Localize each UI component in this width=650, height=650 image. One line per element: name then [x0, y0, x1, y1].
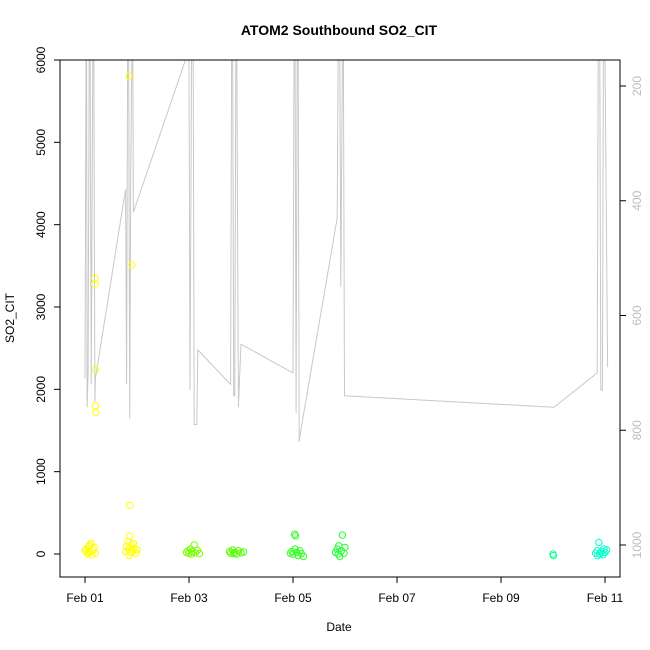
point-s3-2 — [229, 546, 237, 554]
point-s0-16 — [92, 408, 100, 417]
y-right-tick-label-2: 600 — [630, 305, 644, 325]
point-s7-2 — [595, 538, 603, 547]
point-s1-9 — [132, 549, 140, 557]
point-s1-14 — [128, 261, 136, 269]
y-axis-label: SO2_CIT — [3, 292, 17, 343]
point-s2-5 — [190, 541, 198, 549]
point-s1-13 — [125, 72, 133, 81]
point-s4-9 — [299, 552, 308, 561]
point-s1-10 — [133, 546, 141, 554]
plot-frame — [59, 59, 621, 578]
point-s7-4 — [597, 547, 606, 556]
chart-title: ATOM2 Southbound SO2_CIT — [241, 22, 438, 38]
point-s1-15 — [126, 501, 134, 510]
y-right-tick-label-1: 400 — [630, 190, 644, 210]
y-axis-right: 200 400 600 800 1000 — [620, 76, 644, 558]
point-s7-9 — [600, 545, 608, 553]
point-s5-5 — [338, 531, 347, 539]
point-s7-5 — [599, 551, 607, 559]
point-s1-12 — [129, 539, 138, 547]
x-tick-label-2: Feb 05 — [274, 591, 312, 605]
altitude-layer — [84, 60, 609, 442]
y-tick-label-0: 0 — [34, 550, 48, 557]
x-tick-label-5: Feb 11 — [587, 591, 624, 605]
altitude-line — [84, 60, 609, 442]
point-s2-8 — [195, 549, 204, 558]
y-tick-label-5: 5000 — [34, 129, 48, 156]
point-s4-4 — [291, 532, 300, 540]
point-s1-11 — [125, 551, 133, 560]
x-tick-label-1: Feb 03 — [170, 591, 208, 605]
point-s4-3 — [290, 530, 299, 538]
point-s0-14 — [91, 365, 100, 374]
point-s0-12 — [91, 274, 99, 282]
point-s3-8 — [230, 549, 238, 558]
y-tick-label-4: 4000 — [34, 211, 48, 238]
x-tick-label-3: Feb 07 — [378, 591, 416, 605]
y-tick-label-2: 2000 — [34, 376, 48, 403]
x-axis-label: Date — [326, 620, 352, 634]
y-right-tick-label-3: 800 — [630, 420, 644, 440]
y-axis-left: 0 1000 2000 3000 4000 5000 6000 — [34, 46, 60, 557]
point-s5-8 — [334, 550, 342, 558]
point-s4-2 — [289, 550, 297, 558]
y-right-tick-label-0: 200 — [630, 76, 644, 96]
point-s0-13 — [91, 280, 99, 288]
point-s0-10 — [86, 541, 94, 549]
point-s5-7 — [341, 543, 349, 552]
x-tick-label-4: Feb 09 — [482, 591, 520, 605]
x-tick-label-0: Feb 01 — [66, 591, 104, 605]
point-s1-1 — [122, 542, 131, 551]
point-s3-7 — [239, 548, 248, 556]
y-tick-label-3: 3000 — [34, 293, 48, 320]
point-s2-9 — [187, 550, 196, 558]
point-s0-8 — [91, 549, 100, 557]
point-s7-8 — [594, 551, 602, 560]
point-s2-6 — [191, 549, 199, 557]
point-s1-4 — [126, 532, 134, 540]
points-layer — [81, 72, 611, 561]
x-axis: Feb 01 Feb 03 Feb 05 Feb 07 Feb 09 Feb 11 — [66, 577, 624, 605]
y-right-tick-label-4: 1000 — [630, 531, 644, 558]
y-tick-label-6: 6000 — [34, 46, 48, 73]
point-s0-11 — [88, 551, 96, 559]
point-s4-10 — [291, 545, 299, 553]
point-s0-9 — [84, 550, 92, 558]
point-s6-1 — [549, 551, 558, 560]
y-tick-label-1: 1000 — [34, 458, 48, 485]
